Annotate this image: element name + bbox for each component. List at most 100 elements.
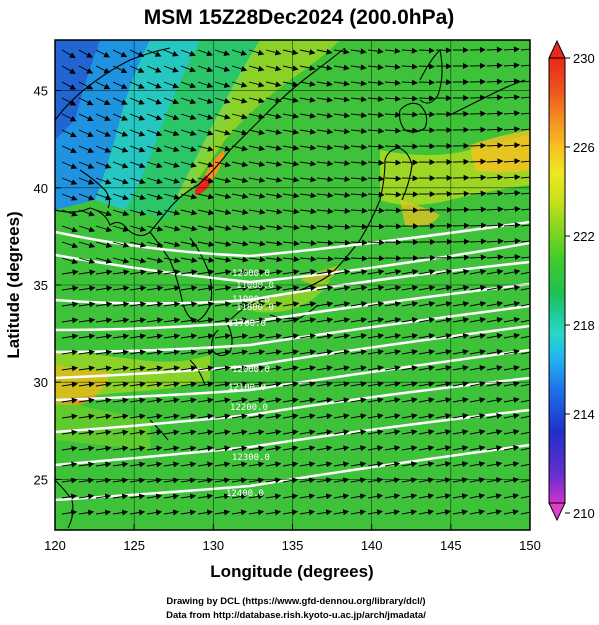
wind-arrow [418,301,436,307]
wind-arrow [248,397,265,404]
wind-arrow [180,509,197,516]
wind-arrow [333,301,351,308]
wind-arrow [333,239,351,246]
wind-arrow [333,207,351,214]
wind-arrow [316,349,334,356]
wind-arrow [214,493,231,500]
wind-arrow [452,317,470,323]
wind-arrow [248,381,265,388]
colorbar-tick-label: 222 [573,229,595,244]
wind-arrow [265,145,283,151]
wind-arrow [231,113,248,120]
wind-arrow [520,80,530,83]
wind-arrow [299,445,316,452]
wind-arrow [350,48,367,55]
wind-arrow [61,209,78,217]
wind-arrow [367,461,384,468]
wind-arrow [95,493,112,500]
wind-arrow [78,381,95,388]
wind-arrow [265,397,282,404]
wind-arrow [78,333,96,340]
wind-arrow [469,268,487,275]
wind-arrow [469,206,487,213]
wind-arrow [163,285,181,292]
wind-arrow [248,177,266,183]
colorbar-bottom-triangle [548,502,566,522]
wind-arrow [163,333,181,340]
wind-arrow [333,112,351,119]
contour-label: 11900.0 [232,295,270,305]
wind-arrow [146,145,163,153]
wind-arrow [78,349,96,356]
wind-arrow [265,192,283,199]
wind-arrow [384,445,401,452]
wind-arrow [248,240,266,247]
wind-arrow [316,301,334,308]
contour-label: 12000.0 [232,269,270,279]
wind-arrow [350,349,368,356]
wind-arrow [231,81,248,88]
wind-arrow [78,477,95,484]
wind-arrow [78,413,95,420]
wind-arrow [129,257,147,264]
wind-arrow [95,49,111,58]
wind-arrow [418,445,435,452]
wind-arrow [469,493,486,500]
wind-arrow [129,113,146,121]
wind-arrow [112,241,130,248]
wind-arrow [61,429,78,436]
wind-arrow [163,429,180,436]
wind-arrow [163,257,181,264]
wind-arrow [435,397,452,404]
wind-arrow [214,413,231,420]
wind-arrow [231,97,248,104]
wind-arrow [214,256,232,263]
wind-arrow [503,445,520,452]
wind-arrow [95,413,112,420]
wind-arrow [469,174,487,181]
wind-arrow [350,301,368,308]
wind-arrow [316,445,333,452]
wind-arrow [469,254,487,261]
wind-arrow [384,365,401,372]
wind-arrow [333,80,350,87]
wind-arrow [520,48,530,51]
wind-arrow [282,240,300,247]
wind-arrow [61,285,79,292]
wind-arrow [78,365,95,372]
wind-arrow [248,493,265,500]
wind-arrow [299,192,317,199]
wind-arrow [401,111,419,118]
wind-arrow [435,365,452,372]
wind-arrow [163,461,180,468]
wind-arrow [129,349,147,356]
wind-arrow [384,397,401,404]
wind-arrow [112,81,128,89]
wind-arrow [61,97,77,106]
wind-arrow [95,301,113,308]
wind-arrow [248,113,265,120]
wind-arrow [316,413,333,420]
wind-arrow [282,333,300,340]
wind-arrow [282,461,299,468]
wind-arrow [248,349,266,356]
wind-arrow [163,241,181,248]
wind-arrow [265,301,283,308]
wind-arrow [146,333,164,340]
wind-arrow [401,381,418,388]
wind-arrow [384,175,402,182]
wind-arrow [486,317,504,323]
wind-arrow [316,397,333,404]
wind-arrow [112,333,130,340]
wind-arrow [197,161,215,168]
wind-arrow [146,461,163,468]
wind-arrow [418,47,435,54]
wind-arrow [299,65,316,71]
wind-arrow [384,111,402,118]
wind-arrow [112,365,129,372]
wind-arrow [316,461,333,468]
wind-arrow [503,509,520,516]
wind-arrow [231,177,249,184]
wind-arrow [435,461,452,468]
wind-arrow [452,381,469,388]
